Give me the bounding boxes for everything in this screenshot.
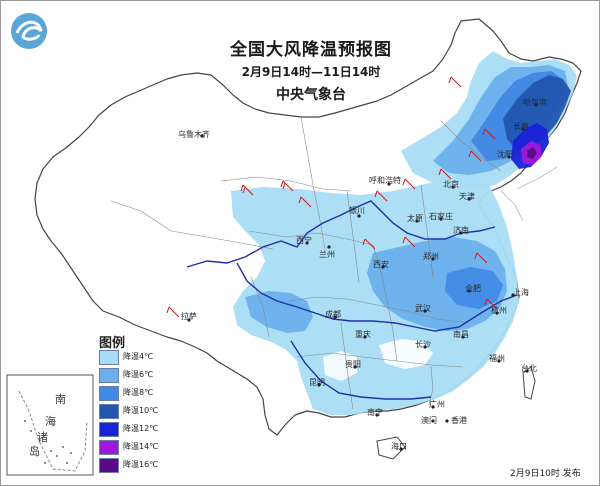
legend-swatch bbox=[99, 440, 119, 455]
city-label: 长沙 bbox=[415, 340, 431, 349]
city-label: 贵阳 bbox=[345, 360, 361, 369]
city-label: 长春 bbox=[513, 122, 529, 131]
city-label: 天津 bbox=[459, 192, 475, 201]
zone-16c bbox=[527, 147, 537, 159]
legend-item: 降温6℃ bbox=[99, 368, 185, 383]
city-label: 拉萨 bbox=[181, 312, 197, 321]
south-sea-line bbox=[18, 390, 88, 472]
legend-title: 图例 bbox=[99, 336, 126, 351]
city-label: 重庆 bbox=[355, 330, 371, 339]
legend-label: 降温10℃ bbox=[123, 406, 159, 415]
zone-6c-west bbox=[245, 291, 313, 333]
city-label: 济南 bbox=[453, 226, 469, 235]
legend-swatch bbox=[99, 386, 119, 401]
city-label: 南昌 bbox=[453, 330, 469, 339]
city-label: 昆明 bbox=[309, 378, 325, 387]
city-label: 澳门 bbox=[421, 416, 437, 425]
city-label: 西宁 bbox=[296, 236, 312, 245]
city-label: 哈尔滨 bbox=[523, 98, 547, 107]
city-label: 成都 bbox=[325, 310, 341, 319]
city-label: 上海 bbox=[513, 288, 529, 297]
legend-item: 降温8℃ bbox=[99, 386, 185, 401]
legend-label: 降温16℃ bbox=[123, 460, 159, 469]
zone-4c-lowland bbox=[379, 339, 433, 369]
zone-8c-east bbox=[445, 267, 503, 309]
wind-barbs bbox=[166, 76, 498, 318]
inset-label-zhu: 诸 bbox=[37, 431, 48, 444]
hainan-island bbox=[376, 436, 406, 460]
city-label: 石家庄 bbox=[429, 212, 453, 221]
city-label: 香港 bbox=[451, 416, 467, 425]
city-label: 沈阳 bbox=[497, 150, 513, 159]
taiwan-island bbox=[522, 366, 536, 400]
city-label: 呼和浩特 bbox=[369, 176, 401, 185]
south-sea-islands bbox=[24, 420, 72, 464]
city-label: 广州 bbox=[429, 400, 445, 409]
city-label: 南宁 bbox=[367, 408, 383, 417]
legend-label: 降温8℃ bbox=[123, 388, 154, 397]
release-time: 2月9日10时 发布 bbox=[510, 469, 581, 479]
legend-swatch bbox=[99, 404, 119, 419]
province-boundaries bbox=[110, 116, 502, 410]
city-label: 郑州 bbox=[423, 252, 439, 261]
forecast-period: 2月9日14时—11日14时 bbox=[241, 65, 381, 79]
zone-4c-southwest bbox=[323, 351, 357, 381]
south-sea-inset bbox=[6, 374, 94, 476]
city-label: 太原 bbox=[407, 214, 423, 223]
city-label: 海口 bbox=[391, 442, 407, 451]
legend-swatch bbox=[99, 350, 119, 365]
inset-label-hai: 海 bbox=[45, 415, 56, 428]
cma-logo bbox=[9, 11, 49, 55]
city-label: 西安 bbox=[373, 260, 389, 269]
inset-label-nan: 南 bbox=[55, 393, 66, 406]
city-label: 兰州 bbox=[319, 250, 335, 259]
legend-item: 降温12℃ bbox=[99, 422, 185, 437]
inset-label-dao: 岛 bbox=[29, 445, 40, 458]
city-label: 杭州 bbox=[491, 306, 507, 315]
city-label: 银川 bbox=[349, 206, 365, 215]
legend-label: 降温6℃ bbox=[123, 370, 154, 379]
city-label: 合肥 bbox=[465, 284, 481, 293]
city-label: 福州 bbox=[489, 354, 505, 363]
legend-label: 降温14℃ bbox=[123, 442, 159, 451]
city-label: 北京 bbox=[443, 180, 459, 189]
legend-item: 降温16℃ bbox=[99, 458, 185, 473]
legend-swatch bbox=[99, 368, 119, 383]
legend-label: 降温4℃ bbox=[123, 352, 154, 361]
map-title: 全国大风降温预报图 bbox=[230, 40, 392, 60]
zone-10c bbox=[503, 75, 571, 151]
cooling-zones bbox=[231, 51, 577, 415]
rivers bbox=[186, 200, 518, 400]
legend-item: 降温14℃ bbox=[99, 440, 185, 455]
city-label: 武汉 bbox=[415, 304, 431, 313]
zone-4c-central bbox=[231, 173, 519, 415]
legend-item: 降温10℃ bbox=[99, 404, 185, 419]
legend-swatch bbox=[99, 422, 119, 437]
legend-label: 降温12℃ bbox=[123, 424, 159, 433]
legend-swatch bbox=[99, 458, 119, 473]
city-label: 乌鲁木齐 bbox=[178, 130, 210, 139]
city-markers bbox=[187, 103, 538, 451]
issuer: 中央气象台 bbox=[276, 87, 346, 103]
city-label: 台北 bbox=[521, 364, 537, 373]
legend-item: 降温4℃ bbox=[99, 350, 185, 365]
